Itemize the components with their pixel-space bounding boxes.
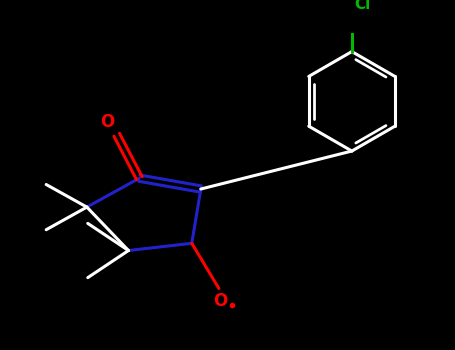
- Text: O: O: [213, 292, 228, 310]
- Text: Cl: Cl: [354, 0, 371, 12]
- Text: O: O: [101, 113, 115, 131]
